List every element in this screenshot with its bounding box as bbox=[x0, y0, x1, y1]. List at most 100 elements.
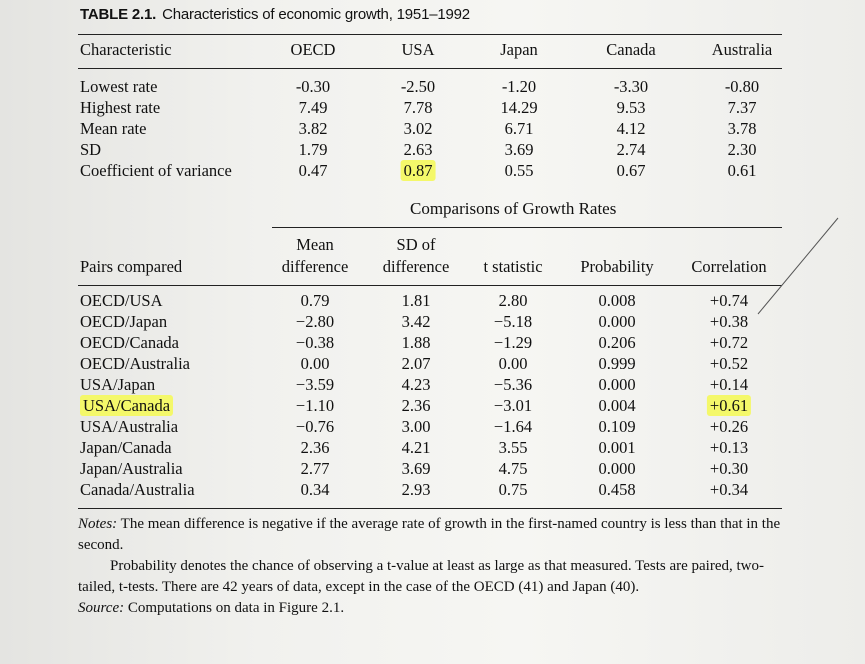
table-cell: 2.80 bbox=[498, 291, 528, 310]
table-cell: 0.000 bbox=[598, 312, 636, 331]
table-cell: -3.30 bbox=[613, 77, 649, 96]
table-cell: 0.008 bbox=[598, 291, 636, 310]
table-top-rule bbox=[78, 34, 782, 35]
column-header-usa: USA bbox=[401, 40, 435, 59]
table-cell: +0.61 bbox=[706, 395, 752, 416]
table-cell: 0.34 bbox=[300, 480, 330, 499]
probability-note: Probability denotes the chance of observ… bbox=[78, 558, 765, 595]
table-cell: 2.77 bbox=[300, 459, 330, 478]
notes-label: Notes: bbox=[78, 516, 118, 532]
table-cell: 4.21 bbox=[401, 438, 431, 457]
table-number: TABLE 2.1. bbox=[80, 6, 157, 23]
table-cell: 0.67 bbox=[616, 161, 646, 180]
table-cell: 3.00 bbox=[401, 417, 431, 436]
table-cell: 1.88 bbox=[401, 333, 431, 352]
table-cell: 0.00 bbox=[498, 354, 528, 373]
table-cell: −0.38 bbox=[295, 333, 335, 352]
table-cell: 0.47 bbox=[298, 161, 328, 180]
pair-label: OECD/USA bbox=[80, 291, 163, 310]
table-cell: 0.61 bbox=[727, 161, 757, 180]
table-cell: 2.36 bbox=[401, 396, 431, 415]
table-cell: 1.79 bbox=[298, 140, 328, 159]
table-cell: 7.78 bbox=[403, 98, 433, 117]
table-cell: +0.52 bbox=[709, 354, 749, 373]
table-bottom-rule bbox=[78, 508, 782, 509]
table-cell: 9.53 bbox=[616, 98, 646, 117]
comparisons-subtitle: Comparisons of Growth Rates bbox=[410, 199, 617, 218]
table-cell: 3.42 bbox=[401, 312, 431, 331]
table-cell: 7.49 bbox=[298, 98, 328, 117]
pair-label: Canada/Australia bbox=[80, 480, 195, 499]
table-cell: +0.26 bbox=[709, 417, 749, 436]
column-header-canada: Canada bbox=[606, 40, 656, 59]
source-text: Computations on data in Figure 2.1. bbox=[127, 600, 345, 616]
table-notes: Notes: The mean difference is negative i… bbox=[78, 514, 783, 619]
table-cell: -0.30 bbox=[295, 77, 331, 96]
table-cell: 0.458 bbox=[598, 480, 636, 499]
table-cell: +0.38 bbox=[709, 312, 749, 331]
table-cell: 2.63 bbox=[403, 140, 433, 159]
table-cell: −3.01 bbox=[493, 396, 533, 415]
table-cell: +0.30 bbox=[709, 459, 749, 478]
table-cell: 2.30 bbox=[727, 140, 757, 159]
table-cell: 0.75 bbox=[498, 480, 528, 499]
column-header: Correlation bbox=[691, 257, 767, 276]
table-cell: 3.02 bbox=[403, 119, 433, 138]
column-header-japan: Japan bbox=[500, 40, 538, 59]
table-header-rule bbox=[78, 68, 782, 69]
table-cell: 3.78 bbox=[727, 119, 757, 138]
table-caption: TABLE 2.1. Characteristics of economic gr… bbox=[80, 6, 470, 23]
pair-label: OECD/Canada bbox=[80, 333, 179, 352]
table-cell: 3.82 bbox=[298, 119, 328, 138]
table-cell: 4.75 bbox=[498, 459, 528, 478]
table-cell: 3.55 bbox=[498, 438, 528, 457]
table-cell: 2.36 bbox=[300, 438, 330, 457]
column-header-oecd: OECD bbox=[290, 40, 336, 59]
table-cell: 4.12 bbox=[616, 119, 646, 138]
table-cell: 0.001 bbox=[598, 438, 636, 457]
table-cell: 0.00 bbox=[300, 354, 330, 373]
table-cell: +0.74 bbox=[709, 291, 749, 310]
pair-label: USA/Australia bbox=[80, 417, 179, 436]
table-cell: 0.000 bbox=[598, 375, 636, 394]
table-cell: 0.000 bbox=[598, 459, 636, 478]
pair-label: Japan/Australia bbox=[80, 459, 183, 478]
table-title: Characteristics of economic growth, 1951… bbox=[162, 6, 470, 23]
table-cell: +0.13 bbox=[709, 438, 749, 457]
row-label: Coefficient of variance bbox=[80, 161, 232, 180]
table-cell: 3.69 bbox=[401, 459, 431, 478]
column-header-characteristic: Characteristic bbox=[80, 40, 172, 59]
table-cell: −1.64 bbox=[493, 417, 533, 436]
column-header: t statistic bbox=[483, 257, 543, 276]
table-cell: −5.18 bbox=[493, 312, 533, 331]
table-cell: −5.36 bbox=[493, 375, 533, 394]
table-cell: 0.999 bbox=[598, 354, 636, 373]
notes-text: The mean difference is negative if the a… bbox=[78, 516, 781, 553]
table-cell: −3.59 bbox=[295, 375, 335, 394]
table-cell: -2.50 bbox=[400, 77, 436, 96]
column-header: difference bbox=[382, 257, 450, 276]
column-header: Probability bbox=[580, 257, 654, 276]
table-cell: −2.80 bbox=[295, 312, 335, 331]
table-cell: +0.34 bbox=[709, 480, 749, 499]
table-cell: 0.79 bbox=[300, 291, 330, 310]
table-cell: 0.206 bbox=[598, 333, 636, 352]
row-label: SD bbox=[80, 140, 102, 159]
column-header-australia: Australia bbox=[711, 40, 773, 59]
table-cell: 1.81 bbox=[401, 291, 431, 310]
comparisons-subtitle-rule bbox=[272, 227, 782, 228]
table-cell: 6.71 bbox=[504, 119, 534, 138]
table-cell: 2.93 bbox=[401, 480, 431, 499]
table-cell: 2.07 bbox=[401, 354, 431, 373]
row-label: Lowest rate bbox=[80, 77, 158, 96]
table-cell: -1.20 bbox=[501, 77, 537, 96]
row-label: Highest rate bbox=[80, 98, 161, 117]
column-header-top: Mean bbox=[296, 235, 334, 254]
pair-label: USA/Japan bbox=[80, 375, 156, 394]
column-header: difference bbox=[281, 257, 349, 276]
table-cell: 0.87 bbox=[400, 160, 436, 181]
table-cell: +0.72 bbox=[709, 333, 749, 352]
pair-label: Japan/Canada bbox=[80, 438, 172, 457]
